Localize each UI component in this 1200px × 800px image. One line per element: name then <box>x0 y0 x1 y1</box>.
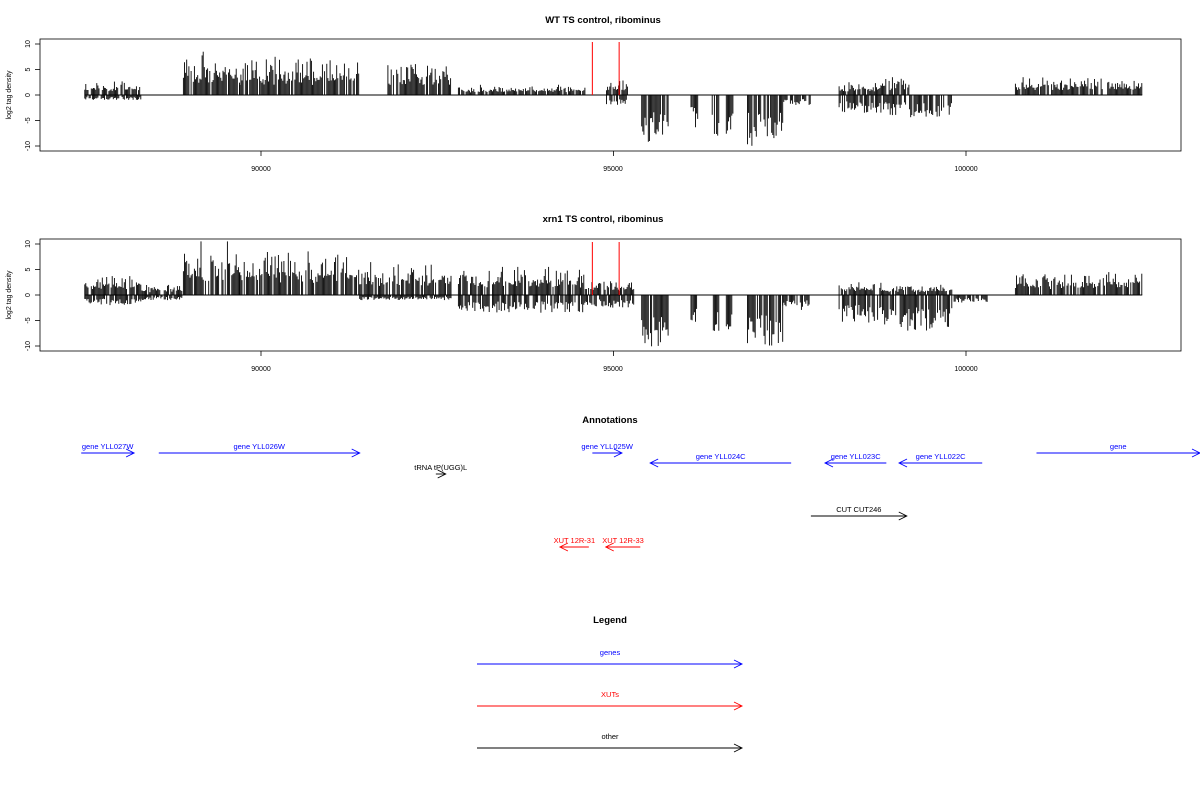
annotation-arrow-head <box>898 511 908 521</box>
annotation-arrow-head <box>604 542 614 552</box>
annotation-arrow-head <box>898 458 908 468</box>
wt-y-axis-label: log2 tag density <box>6 70 13 120</box>
legend-panel: Legend genes XUTs other <box>477 615 744 753</box>
annotation-arrow-head <box>613 448 623 458</box>
annotation-label: tRNA tP(UGG)L <box>414 463 467 472</box>
annotation-label: gene YLL027W <box>82 442 134 451</box>
annotation-label: CUT CUT246 <box>836 505 881 514</box>
legend-label: other <box>601 732 619 741</box>
annotation-arrow-head <box>437 469 447 479</box>
wt-y-tick-label: 10 <box>25 40 32 48</box>
annotation-arrow-head <box>649 458 659 468</box>
legend-arrow-head <box>733 659 744 669</box>
annotation-arrow-head <box>823 458 834 468</box>
wt-y-tick-label: -5 <box>25 117 32 123</box>
annotation-label: XUT 12R-33 <box>602 536 644 545</box>
annotation-arrow-head <box>558 542 569 552</box>
wt-track-title: WT TS control, ribominus <box>545 15 661 26</box>
legend-label: XUTs <box>601 690 619 699</box>
xrn1-y-tick-label: 10 <box>25 240 32 248</box>
xrn1-x-tick-label: 100000 <box>954 366 977 373</box>
xrn1-x-tick-label: 95000 <box>603 366 623 373</box>
xrn1-density-bars <box>84 241 1143 347</box>
annotation-arrow-head <box>351 448 361 458</box>
wt-x-tick-label: 95000 <box>603 166 623 173</box>
xrn1-y-tick-label: 0 <box>25 293 32 297</box>
wt-density-bars <box>84 51 1143 146</box>
xrn1-y-tick-label: -10 <box>25 341 32 351</box>
annotation-label: gene YLL025W <box>581 442 633 451</box>
legend-label: genes <box>600 648 621 657</box>
legend-arrow-head <box>733 701 744 711</box>
wt-y-tick-label: 5 <box>25 67 32 71</box>
annotation-label: XUT 12R-31 <box>554 536 596 545</box>
annotation-label: gene YLL022C <box>916 452 966 461</box>
wt-y-tick-label: 0 <box>25 93 32 97</box>
annotation-label: gene YLL024C <box>696 452 746 461</box>
wt-x-tick-label: 90000 <box>251 166 271 173</box>
annotations-title: Annotations <box>582 415 637 426</box>
legend-arrow-head <box>733 743 744 753</box>
annotation-label: gene <box>1110 442 1127 451</box>
xrn1-track-panel: xrn1 TS control, ribominus log2 tag dens… <box>6 214 1182 373</box>
wt-y-tick-label: -10 <box>25 141 32 151</box>
annotation-arrow-head <box>125 448 136 458</box>
annotation-label: gene YLL023C <box>831 452 881 461</box>
annotation-label: gene YLL026W <box>233 442 285 451</box>
wt-x-tick-label: 100000 <box>954 166 977 173</box>
annotations-panel: Annotations gene YLL027W gene YLL026W gene… <box>81 415 1200 552</box>
legend-title: Legend <box>593 615 627 626</box>
wt-track-panel: WT TS control, ribominus log2 tag densit… <box>6 15 1182 173</box>
xrn1-track-title: xrn1 TS control, ribominus <box>543 214 664 225</box>
annotation-arrow-head <box>1191 448 1200 458</box>
xrn1-y-axis-label: log2 tag density <box>6 270 13 320</box>
xrn1-y-tick-label: -5 <box>25 317 32 323</box>
xrn1-y-tick-label: 5 <box>25 267 32 271</box>
xrn1-x-tick-label: 90000 <box>251 366 271 373</box>
